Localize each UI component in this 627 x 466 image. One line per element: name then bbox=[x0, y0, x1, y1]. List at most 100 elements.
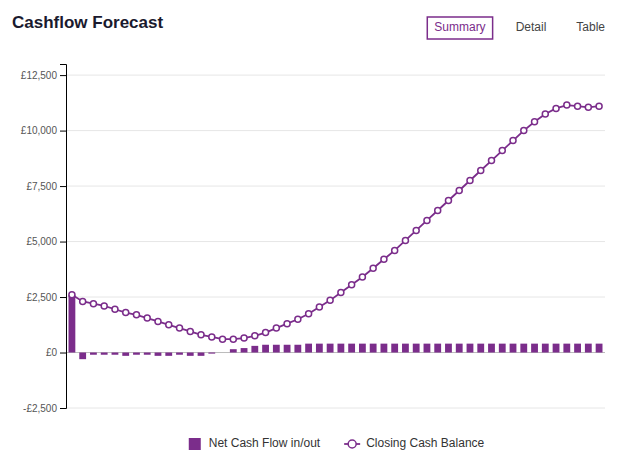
bar bbox=[316, 344, 323, 353]
bar bbox=[510, 344, 517, 353]
line bbox=[72, 105, 599, 339]
bar bbox=[424, 344, 431, 353]
tick-mark bbox=[60, 242, 66, 243]
y-axis: -£2,500 £0 £2,500 £5,000 £7,500 £10,000 £12,50… bbox=[21, 65, 67, 414]
legend-label: Closing Cash Balance bbox=[366, 436, 484, 450]
bar bbox=[434, 344, 441, 353]
bar bbox=[381, 344, 388, 353]
marker bbox=[338, 290, 344, 296]
bar bbox=[456, 344, 463, 353]
bar bbox=[273, 345, 280, 353]
nav-button-frame[interactable] bbox=[427, 17, 492, 39]
bar bbox=[542, 344, 549, 353]
tick-label: £12,500 bbox=[21, 70, 58, 81]
bar bbox=[101, 353, 108, 355]
marker bbox=[80, 298, 86, 304]
marker bbox=[435, 207, 441, 213]
nav: Table Detail Summary bbox=[427, 17, 605, 39]
legend-item: Net Cash Flow in/out bbox=[189, 436, 321, 450]
bar bbox=[370, 344, 377, 353]
marker bbox=[198, 332, 204, 338]
marker bbox=[359, 274, 365, 280]
marker bbox=[177, 325, 183, 331]
marker bbox=[424, 217, 430, 223]
bar bbox=[337, 344, 344, 353]
bar bbox=[563, 344, 570, 353]
bar bbox=[391, 344, 398, 353]
grid-line bbox=[66, 241, 605, 242]
marker bbox=[209, 334, 215, 340]
bar bbox=[262, 345, 269, 353]
bar bbox=[219, 352, 226, 353]
marker bbox=[478, 168, 484, 174]
bar bbox=[327, 344, 334, 353]
bar bbox=[112, 353, 119, 355]
bar bbox=[413, 344, 420, 353]
nav-button[interactable]: Detail bbox=[516, 20, 547, 34]
marker bbox=[456, 188, 462, 194]
tick-mark bbox=[60, 353, 66, 354]
tick: -£2,500 bbox=[23, 403, 66, 414]
bar bbox=[488, 344, 495, 353]
marker bbox=[575, 103, 581, 109]
plot bbox=[69, 102, 603, 359]
bar bbox=[553, 344, 560, 353]
nav-button[interactable]: Table bbox=[576, 20, 605, 34]
tick-label: £10,000 bbox=[21, 125, 58, 136]
marker bbox=[499, 148, 505, 154]
marker bbox=[144, 315, 150, 321]
marker bbox=[241, 335, 247, 341]
marker bbox=[112, 306, 118, 312]
marker bbox=[284, 321, 290, 327]
bar bbox=[284, 345, 291, 353]
legend-swatch bbox=[348, 440, 356, 448]
marker bbox=[166, 322, 172, 328]
tick-label: £7,500 bbox=[26, 181, 57, 192]
bar bbox=[499, 344, 506, 353]
marker bbox=[370, 265, 376, 271]
tick-label: £0 bbox=[46, 347, 58, 358]
tick: £2,500 bbox=[26, 292, 66, 303]
marker bbox=[564, 102, 570, 108]
bar bbox=[348, 344, 355, 353]
legend-label: Net Cash Flow in/out bbox=[209, 436, 321, 450]
tick-label: £5,000 bbox=[26, 236, 57, 247]
grid bbox=[66, 75, 605, 408]
bar-series bbox=[69, 295, 603, 359]
marker bbox=[327, 297, 333, 303]
marker bbox=[585, 104, 591, 110]
marker bbox=[532, 119, 538, 125]
marker bbox=[402, 237, 408, 243]
bar bbox=[241, 348, 248, 352]
tick: £10,000 bbox=[21, 125, 66, 136]
bar bbox=[144, 353, 151, 355]
marker bbox=[596, 103, 602, 109]
grid-line bbox=[66, 408, 605, 409]
marker bbox=[553, 105, 559, 111]
nav-button[interactable]: Summary bbox=[434, 20, 485, 34]
bar bbox=[305, 344, 312, 353]
marker bbox=[69, 292, 75, 298]
marker bbox=[252, 333, 258, 339]
marker bbox=[510, 138, 516, 144]
title: Cashflow Forecast bbox=[12, 13, 163, 32]
marker bbox=[349, 282, 355, 288]
marker bbox=[220, 336, 226, 342]
legend-item: Closing Cash Balance bbox=[344, 436, 484, 450]
bar bbox=[90, 353, 97, 355]
tick: £0 bbox=[46, 347, 66, 358]
bar bbox=[359, 344, 366, 353]
tick: £5,000 bbox=[26, 236, 66, 247]
bar bbox=[294, 345, 301, 353]
grid-line bbox=[66, 75, 605, 76]
bar bbox=[198, 353, 205, 356]
marker bbox=[467, 178, 473, 184]
tick: £7,500 bbox=[26, 181, 66, 192]
bar bbox=[176, 353, 183, 355]
bar bbox=[467, 344, 474, 353]
bar bbox=[187, 353, 194, 356]
chart: Cashflow Forecast Table Detail Summary -£2,5… bbox=[0, 0, 627, 466]
bar bbox=[155, 353, 162, 356]
grid-line bbox=[66, 186, 605, 187]
bar bbox=[585, 344, 592, 353]
